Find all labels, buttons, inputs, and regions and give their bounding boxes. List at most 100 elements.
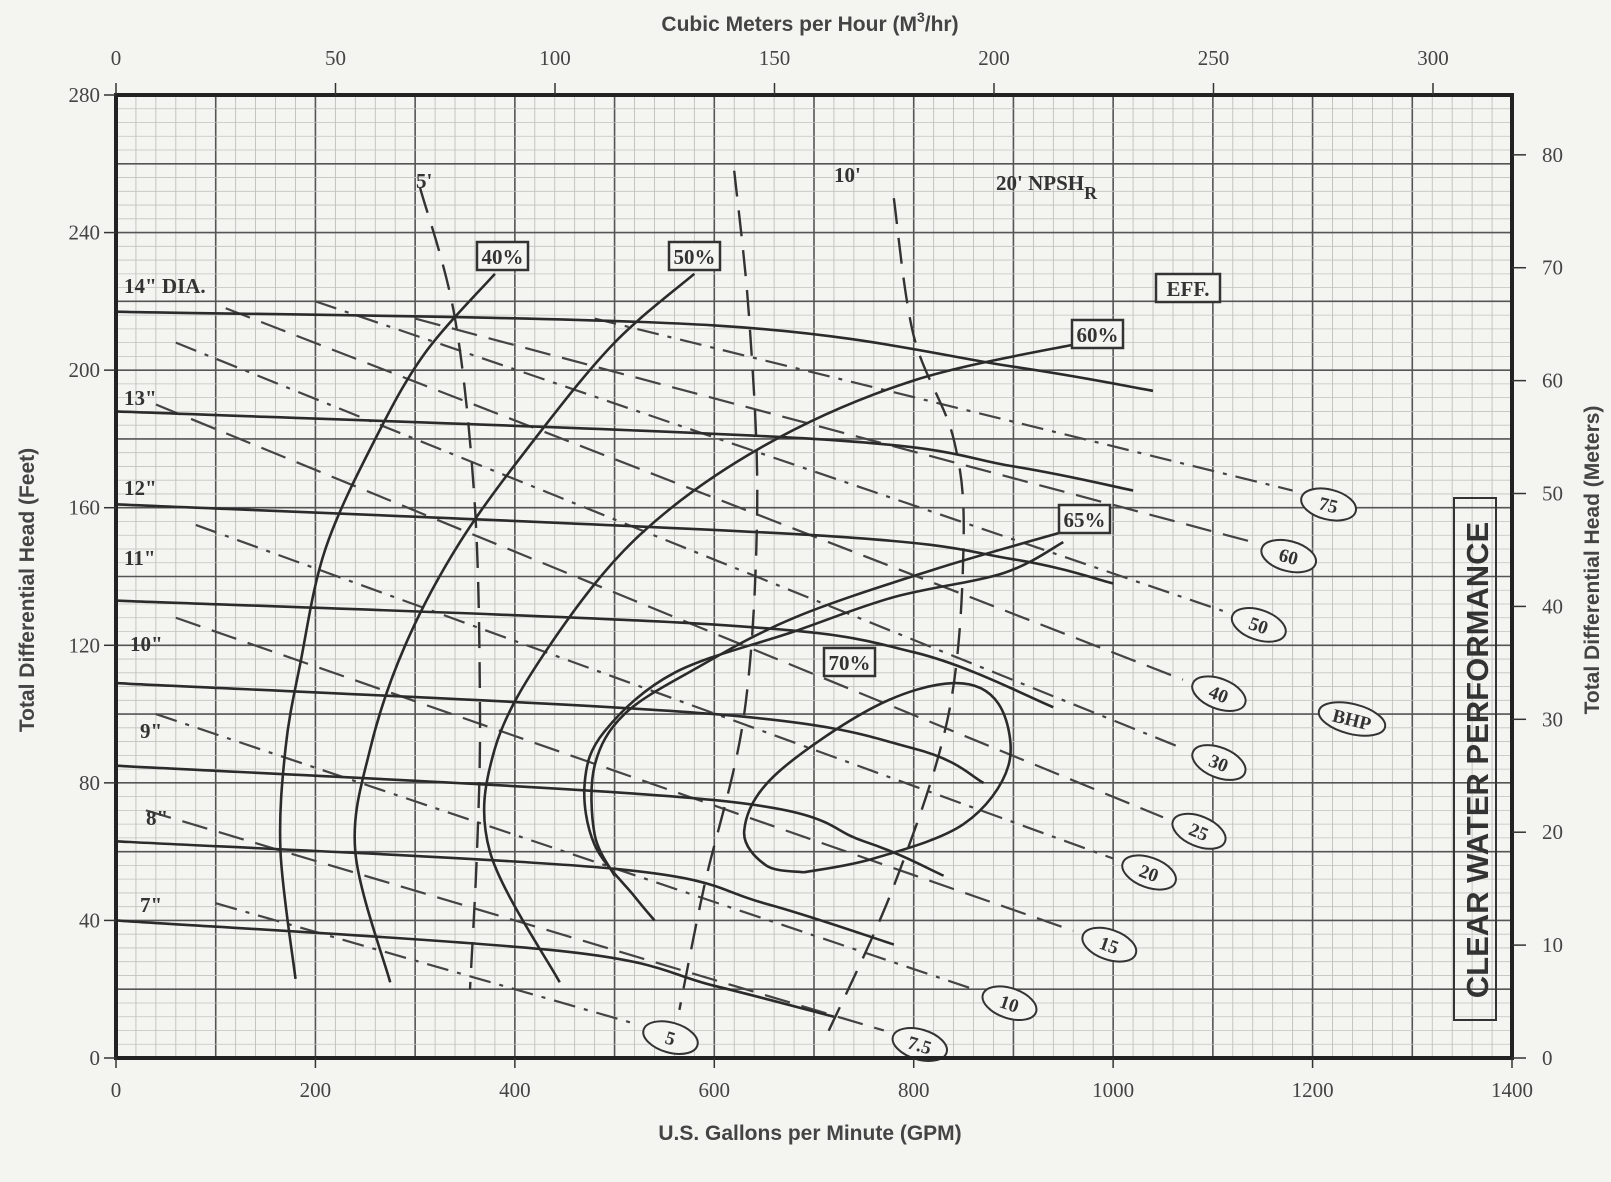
y2-tick-label: 80 (1542, 143, 1563, 167)
x2-tick-label: 300 (1417, 46, 1449, 70)
side-title-box: CLEAR WATER PERFORMANCE (1453, 497, 1497, 1021)
bhp-label-40: 40 (1191, 675, 1247, 712)
y-tick-label: 80 (79, 771, 100, 795)
efficiency-curve-3 (590, 530, 1064, 877)
x2-tick-label: 200 (978, 46, 1010, 70)
efficiency-label-box (475, 240, 530, 272)
x2-tick-label: 250 (1198, 46, 1230, 70)
efficiency-label-text: 50% (674, 245, 716, 269)
bhp-label-text: 60 (1276, 545, 1300, 570)
efficiency-label-box (667, 240, 722, 272)
y-tick-label: 40 (79, 908, 100, 932)
efficiency-label-text: 65% (1064, 508, 1106, 532)
bhp-label-10: 10 (981, 985, 1038, 1021)
bhp-label-text: 75 (1317, 493, 1340, 518)
eff-label-box (1154, 272, 1222, 304)
bhp-line-40 (225, 307, 1184, 681)
x-tick-label: 800 (898, 1078, 930, 1102)
npsh-curve-0 (418, 187, 482, 990)
bhp-label-15: 15 (1081, 926, 1138, 963)
y2-tick-label: 20 (1542, 820, 1563, 844)
efficiency-label-1: 50% (667, 240, 722, 272)
npsh-label-0: 5' (416, 169, 432, 193)
y2-tick-label: 10 (1542, 933, 1563, 957)
bhp-line-15 (175, 616, 1074, 932)
grid-layer (115, 94, 1513, 1059)
top-axis-title-sup: 3 (917, 9, 925, 25)
eff-label-text: EFF. (1167, 277, 1210, 301)
axis-layer: 0 200 400 600 800 1000 1200 1400040801201602002… (69, 46, 1564, 1102)
y2-tick-label: 30 (1542, 707, 1563, 731)
bhp-label-bubble (1121, 854, 1177, 891)
efficiency-label-box (822, 646, 877, 678)
y-tick-label: 0 (90, 1046, 101, 1070)
bhp-label-25: 25 (1171, 812, 1227, 850)
bhp-label-bubble (1230, 607, 1287, 643)
y2-tick-label: 50 (1542, 482, 1563, 506)
bhp-label-75: 75 (1300, 487, 1358, 522)
bhp-line-25 (155, 403, 1164, 819)
bhp-line-75 (594, 317, 1293, 492)
x2-tick-label: 50 (325, 46, 346, 70)
efficiency-curve-2 (482, 341, 1084, 983)
y-tick-label: 240 (69, 221, 101, 245)
bhp-label-bubble (981, 985, 1038, 1021)
top-axis-title-end: /hr) (925, 13, 959, 36)
impeller-curve-1 (115, 410, 1134, 492)
y-tick-label: 160 (69, 496, 101, 520)
impeller-curve-6 (115, 840, 895, 946)
npsh-curve-1 (678, 170, 759, 1011)
diameter-label-3: 11" (124, 546, 156, 570)
efficiency-label-box (1070, 318, 1125, 350)
x-tick-label: 1200 (1292, 1078, 1334, 1102)
efficiency-label-4: 70% (822, 646, 877, 678)
npsh-label-1: 10' (834, 163, 861, 187)
npsh-curve-2 (822, 198, 965, 1042)
efficiency-label-2: 60% (1070, 318, 1125, 350)
bhp-line-5 (215, 902, 635, 1025)
bhp-label-7.5: 7.5 (891, 1027, 948, 1062)
efficiency-label-text: 40% (482, 245, 524, 269)
y2-tick-label: 70 (1542, 256, 1563, 280)
x2-tick-label: 150 (759, 46, 791, 70)
curve-layer (115, 272, 1154, 1018)
y-tick-label: 120 (69, 633, 101, 657)
efficiency-label-3: 65% (1057, 503, 1112, 535)
bhp-layer (145, 300, 1293, 1032)
x-tick-label: 200 (300, 1078, 332, 1102)
top-axis-title-main: Cubic Meters per Hour (M (661, 13, 917, 36)
bhp-label-bubble (642, 1020, 699, 1055)
side-title: CLEAR WATER PERFORMANCE (1460, 522, 1495, 998)
efficiency-label-box (1057, 503, 1112, 535)
bhp-label-bubble (1300, 487, 1358, 522)
y2-tick-label: 0 (1542, 1046, 1553, 1070)
y-axis-title: Total Differential Head (Feet) (16, 448, 39, 732)
bhp-tag: BHP (1317, 701, 1387, 737)
x-tick-label: 1000 (1092, 1078, 1134, 1102)
efficiency-loop-70 (742, 681, 1012, 874)
bhp-label-5: 5 (642, 1020, 699, 1055)
diameter-label-1: 13" (124, 386, 157, 410)
bhp-line-10 (155, 713, 974, 991)
npsh-label-subscript: R (1084, 183, 1098, 203)
diameter-label-4: 10" (130, 632, 163, 656)
efficiency-label-text: 60% (1077, 323, 1119, 347)
bhp-label-20: 20 (1121, 854, 1177, 891)
efficiency-curve-0 (278, 272, 496, 980)
bhp-label-bubble (1191, 675, 1247, 712)
y-tick-label: 280 (69, 83, 101, 107)
bhp-line-60 (414, 317, 1254, 544)
bhp-label-bubble (1260, 538, 1318, 574)
diameter-label-7: 7" (140, 893, 162, 917)
efficiency-curve-1 (353, 272, 696, 983)
diameter-label-0: 14" DIA. (124, 274, 206, 298)
bhp-label-bubble (1081, 926, 1138, 963)
impeller-curve-7 (115, 919, 835, 1018)
y2-tick-label: 60 (1542, 369, 1563, 393)
x-tick-label: 1400 (1491, 1078, 1533, 1102)
bhp-label-50: 50 (1230, 607, 1287, 643)
eff-label: EFF. (1154, 272, 1222, 304)
